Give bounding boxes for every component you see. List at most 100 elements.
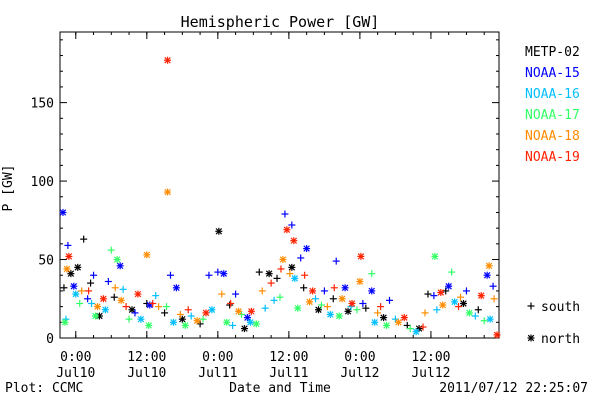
data-point-noaa-15-north xyxy=(368,287,376,295)
data-point-noaa-15-south xyxy=(489,282,497,290)
data-point-metp-02-north xyxy=(380,314,388,322)
data-point-metp-02-south xyxy=(329,295,337,303)
data-point-noaa-18-north xyxy=(306,298,314,306)
data-point-metp-02-south xyxy=(110,293,118,301)
legend-entry: NOAA-18 xyxy=(525,129,580,144)
data-point-noaa-15-north xyxy=(59,208,67,216)
legend-entry: NOAA-16 xyxy=(525,87,580,102)
legend: METP-02 NOAA-15 NOAA-16 NOAA-17 NOAA-18 NOAA-… xyxy=(525,45,580,165)
data-point-noaa-19-north xyxy=(309,287,317,295)
data-point-noaa-18-north xyxy=(164,188,172,196)
data-point-metp-02-north xyxy=(265,270,273,278)
data-point-metp-02-south xyxy=(474,306,482,314)
data-point-noaa-15-south xyxy=(288,221,296,229)
x-tick-label-time: 12:00 xyxy=(411,350,450,365)
data-point-noaa-16-north xyxy=(72,290,80,298)
data-point-noaa-16-south xyxy=(433,306,441,314)
data-point-noaa-15-south xyxy=(297,254,305,262)
data-point-noaa-15-south xyxy=(385,296,393,304)
data-point-noaa-17-south xyxy=(125,315,133,323)
data-point-metp-02-north xyxy=(344,307,352,315)
marker-legend-symbol xyxy=(527,334,535,342)
data-point-noaa-15-north xyxy=(303,245,311,253)
data-point-noaa-17-south xyxy=(406,325,414,333)
marker-legend-label: north xyxy=(541,332,580,347)
y-tick-label: 0 xyxy=(46,332,54,347)
plot-frame xyxy=(59,31,500,339)
footer-timestamp: 2011/07/12 22:25:07 xyxy=(439,381,588,396)
data-point-noaa-16-north xyxy=(486,315,494,323)
data-point-noaa-19-south xyxy=(85,287,93,295)
data-point-metp-02-north xyxy=(288,263,296,271)
data-point-metp-02-north xyxy=(314,306,322,314)
data-point-noaa-15-north xyxy=(483,271,491,279)
data-point-noaa-17-south xyxy=(163,303,171,311)
data-point-noaa-15-north xyxy=(341,284,349,292)
data-point-noaa-16-north xyxy=(208,306,216,314)
data-point-noaa-19-north xyxy=(400,314,408,322)
data-point-noaa-19-north xyxy=(437,288,445,296)
data-point-noaa-15-south xyxy=(90,271,98,279)
data-point-noaa-18-south xyxy=(421,309,429,317)
data-point-metp-02-north xyxy=(240,325,248,333)
data-point-metp-02-south xyxy=(60,284,68,292)
data-point-noaa-16-north xyxy=(326,310,334,318)
data-point-noaa-15-north xyxy=(172,284,180,292)
data-point-noaa-17-south xyxy=(107,246,115,254)
data-point-noaa-19-north xyxy=(283,226,291,234)
data-point-noaa-19-south xyxy=(301,271,309,279)
data-point-noaa-15-south xyxy=(320,287,328,295)
data-point-metp-02-south xyxy=(80,235,88,243)
data-point-noaa-16-south xyxy=(391,315,399,323)
data-point-metp-02-south xyxy=(300,284,308,292)
data-point-metp-02-north xyxy=(178,315,186,323)
data-point-noaa-15-south xyxy=(205,271,213,279)
data-point-noaa-18-south xyxy=(323,303,331,311)
data-point-noaa-15-south xyxy=(359,299,367,307)
legend-entry: NOAA-17 xyxy=(525,108,580,123)
data-point-noaa-15-north xyxy=(70,282,78,290)
x-tick-label-time: 0:00 xyxy=(344,350,375,365)
x-tick-label-time: 0:00 xyxy=(202,350,233,365)
data-point-noaa-17-south xyxy=(76,299,84,307)
data-point-noaa-16-south xyxy=(119,285,127,293)
data-point-noaa-19-north xyxy=(477,292,485,300)
marker-legend-symbol xyxy=(527,302,535,310)
data-point-noaa-18-north xyxy=(143,251,151,259)
data-point-noaa-18-south xyxy=(258,287,266,295)
marker-legend: south north xyxy=(527,300,580,347)
x-tick-label-date: Jul10 xyxy=(56,366,95,381)
data-point-noaa-17-south xyxy=(276,293,284,301)
data-point-metp-02-south xyxy=(273,274,281,282)
data-point-metp-02-south xyxy=(196,320,204,328)
data-point-noaa-19-south xyxy=(227,299,235,307)
data-point-noaa-17-north xyxy=(92,312,100,320)
data-point-noaa-18-south xyxy=(490,295,498,303)
data-point-noaa-19-north xyxy=(99,295,107,303)
data-point-noaa-15-south xyxy=(214,268,222,276)
data-point-noaa-16-south xyxy=(312,295,320,303)
data-point-noaa-16-north xyxy=(412,328,420,336)
data-point-noaa-18-south xyxy=(218,290,226,298)
data-point-noaa-15-north xyxy=(116,262,124,270)
data-point-noaa-16-north xyxy=(371,318,379,326)
data-point-noaa-17-south xyxy=(480,317,488,325)
data-point-noaa-18-north xyxy=(356,278,364,286)
data-point-noaa-19-south xyxy=(267,279,275,287)
footer-credit: Plot: CCMC xyxy=(5,381,83,396)
legend-entry: METP-02 xyxy=(525,45,580,60)
data-point-noaa-18-north xyxy=(193,317,201,325)
data-point-noaa-17-south xyxy=(353,306,361,314)
data-point-metp-02-south xyxy=(161,309,169,317)
data-point-noaa-16-south xyxy=(261,304,269,312)
data-point-metp-02-south xyxy=(403,321,411,329)
data-point-noaa-18-north xyxy=(117,296,125,304)
data-point-noaa-19-south xyxy=(419,323,427,331)
x-tick-label-time: 12:00 xyxy=(269,350,308,365)
data-point-noaa-19-north xyxy=(164,56,172,64)
x-tick-label-date: Jul11 xyxy=(198,366,237,381)
data-point-metp-02-south xyxy=(255,268,263,276)
x-tick-label-time: 12:00 xyxy=(127,350,166,365)
data-point-noaa-15-south xyxy=(430,292,438,300)
